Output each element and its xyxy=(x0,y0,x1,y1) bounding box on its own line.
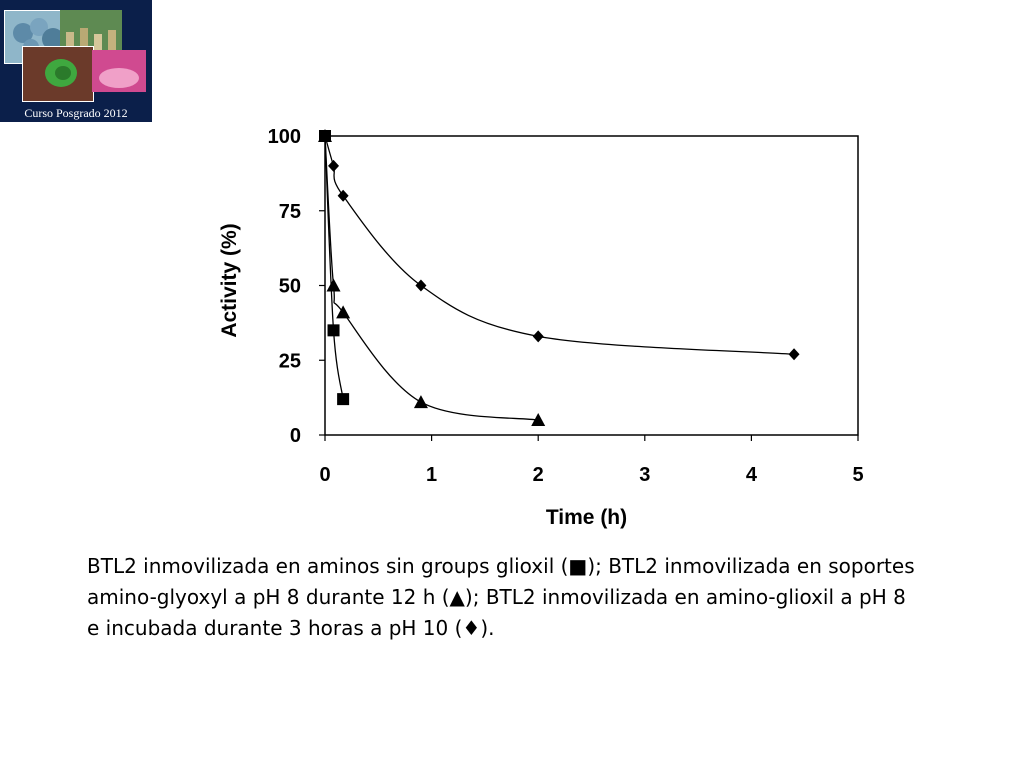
diamond-marker xyxy=(415,279,427,292)
diamond-marker xyxy=(788,348,800,361)
x-tick-label: 4 xyxy=(746,464,758,486)
diamond-marker xyxy=(328,159,340,172)
x-tick-label: 0 xyxy=(319,464,330,486)
diamond-marker xyxy=(532,330,544,343)
diamond-marker xyxy=(337,189,349,202)
chart-series-lines xyxy=(324,135,795,421)
chart-markers xyxy=(318,129,800,427)
square-marker xyxy=(327,324,340,337)
x-tick-label: 2 xyxy=(533,464,544,486)
caption-line-3: e incubada durante 3 horas a pH 10 (♦). xyxy=(87,616,495,640)
figure-caption: BTL2 inmovilizada en aminos sin groups g… xyxy=(87,551,947,644)
logo-caption: Curso Posgrado 2012 xyxy=(24,106,128,120)
y-tick-label: 25 xyxy=(279,350,301,372)
caption-line-2: amino-glyoxyl a pH 8 durante 12 h (▲); B… xyxy=(87,585,906,609)
course-logo: Curso Posgrado 2012 xyxy=(0,0,152,122)
triangle-marker xyxy=(531,413,546,427)
triangle-marker xyxy=(326,278,341,292)
y-tick-label: 0 xyxy=(290,425,301,447)
y-tick-label: 75 xyxy=(279,201,301,223)
triangle-series-line xyxy=(324,135,539,421)
x-axis-label: Time (h) xyxy=(546,506,627,529)
y-tick-label: 100 xyxy=(268,126,301,148)
x-tick-label: 5 xyxy=(852,464,863,486)
x-tick-label: 3 xyxy=(639,464,650,486)
diamond-series-line xyxy=(324,135,795,355)
square-marker xyxy=(319,130,331,142)
caption-line-1: BTL2 inmovilizada en aminos sin groups g… xyxy=(87,554,915,578)
y-tick-label: 50 xyxy=(279,276,301,298)
x-tick-label: 1 xyxy=(426,464,437,486)
triangle-marker xyxy=(413,395,428,409)
flask-image xyxy=(92,50,146,92)
square-marker xyxy=(337,393,350,406)
triangle-marker xyxy=(336,305,351,319)
y-axis-label: Activity (%) xyxy=(218,223,241,337)
